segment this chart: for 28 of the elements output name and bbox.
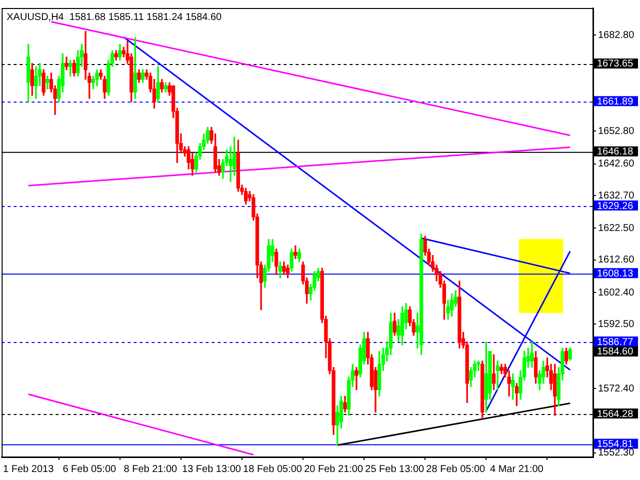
y-tick-label: 1632.70 [598,190,635,202]
x-tick-label: 18 Feb 05:00 [243,464,302,475]
ref-line-label: 1673.65 [597,58,634,70]
x-tick-label: 25 Feb 13:00 [365,464,425,475]
y-tick-label: 1612.60 [598,254,635,266]
ref-line-label: 1629.26 [597,200,634,212]
y-tick-label: 1592.50 [598,318,635,330]
y-tick-label: 1572.40 [598,383,635,394]
ref-line-label: 1608.13 [597,268,634,280]
text: 1584.60 [597,346,634,358]
x-tick-label: 4 Mar 21:00 [490,464,544,475]
y-tick-label: 1552.30 [598,448,635,459]
y-tick-label: 1622.50 [598,222,635,234]
x-tick-label: 1 Feb 2013 [3,464,54,475]
y-tick-label: 1682.80 [598,30,635,41]
chart-title: XAUUSD,H4 1581.68 1585.11 1581.24 1584.60 [6,12,222,23]
x-tick-label: 6 Feb 05:00 [62,464,117,475]
x-tick-label: 13 Feb 13:00 [182,464,242,475]
x-tick-label: 8 Feb 21:00 [124,464,178,475]
y-tick-label: 1642.60 [598,158,635,170]
ref-line-label: 1586.77 [597,336,634,348]
ref-line-label: 1661.89 [597,96,634,108]
ref-line-label: 1646.18 [597,146,634,158]
x-tick-label: 20 Feb 21:00 [304,464,364,475]
ref-line-label: 1564.28 [597,408,634,420]
y-tick-label: 1652.80 [598,126,635,137]
x-tick-label: 28 Feb 05:00 [426,464,486,475]
y-tick-label: 1602.40 [598,287,635,298]
